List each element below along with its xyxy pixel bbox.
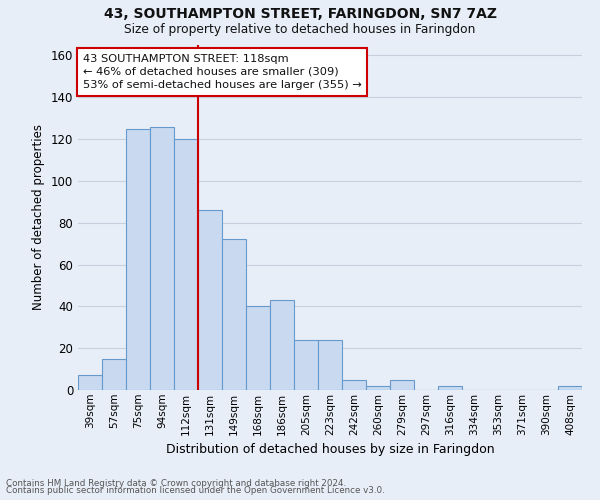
- Text: 43 SOUTHAMPTON STREET: 118sqm
← 46% of detached houses are smaller (309)
53% of : 43 SOUTHAMPTON STREET: 118sqm ← 46% of d…: [83, 54, 362, 90]
- Bar: [198, 210, 222, 390]
- Bar: [342, 380, 366, 390]
- Text: Contains HM Land Registry data © Crown copyright and database right 2024.: Contains HM Land Registry data © Crown c…: [6, 478, 346, 488]
- Bar: [246, 306, 270, 390]
- Bar: [126, 128, 150, 390]
- Bar: [78, 376, 102, 390]
- Text: 43, SOUTHAMPTON STREET, FARINGDON, SN7 7AZ: 43, SOUTHAMPTON STREET, FARINGDON, SN7 7…: [104, 8, 497, 22]
- Bar: [222, 240, 246, 390]
- Bar: [366, 386, 390, 390]
- Bar: [174, 139, 198, 390]
- Bar: [150, 126, 174, 390]
- Bar: [318, 340, 342, 390]
- Y-axis label: Number of detached properties: Number of detached properties: [32, 124, 45, 310]
- X-axis label: Distribution of detached houses by size in Faringdon: Distribution of detached houses by size …: [166, 443, 494, 456]
- Text: Size of property relative to detached houses in Faringdon: Size of property relative to detached ho…: [124, 22, 476, 36]
- Bar: [294, 340, 318, 390]
- Bar: [438, 386, 462, 390]
- Bar: [390, 380, 414, 390]
- Bar: [558, 386, 582, 390]
- Bar: [102, 358, 126, 390]
- Text: Contains public sector information licensed under the Open Government Licence v3: Contains public sector information licen…: [6, 486, 385, 495]
- Bar: [270, 300, 294, 390]
